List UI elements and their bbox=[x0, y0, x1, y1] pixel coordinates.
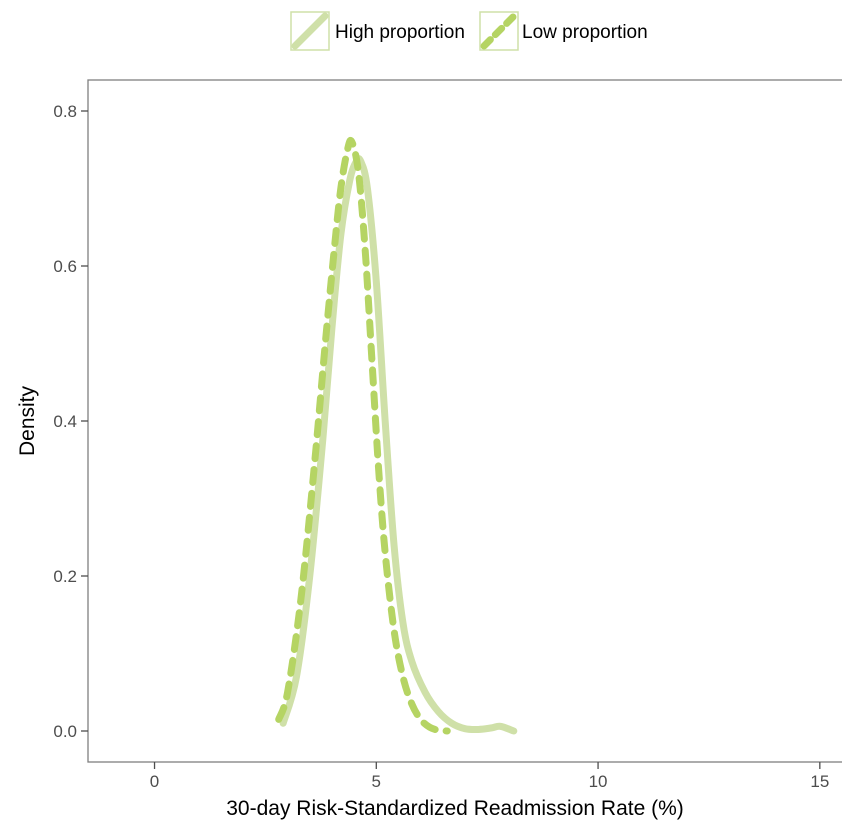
y-tick-label: 0.4 bbox=[53, 412, 77, 431]
x-tick-label: 5 bbox=[372, 772, 381, 791]
legend-key-line bbox=[480, 12, 518, 50]
legend-label: Low proportion bbox=[522, 22, 648, 43]
plot-panel bbox=[87, 79, 842, 763]
y-axis-title: Density bbox=[16, 385, 39, 456]
legend-item-high-proportion: High proportion bbox=[290, 11, 465, 51]
y-tick-label: 0.6 bbox=[53, 257, 77, 276]
y-axis: 0.0 0.2 0.4 0.6 0.8 bbox=[53, 102, 88, 741]
legend-item-low-proportion: Low proportion bbox=[479, 11, 648, 51]
legend-label: High proportion bbox=[335, 22, 465, 43]
x-axis-title: 30-day Risk-Standardized Readmission Rat… bbox=[226, 797, 684, 820]
x-tick-label: 0 bbox=[150, 772, 159, 791]
y-tick-label: 0.2 bbox=[53, 567, 77, 586]
series-line-low-proportion bbox=[275, 136, 451, 735]
y-tick-label: 0.0 bbox=[53, 722, 77, 741]
y-tick-label: 0.8 bbox=[53, 102, 77, 121]
legend: High proportion Low proportion bbox=[290, 11, 648, 51]
series-layer bbox=[275, 136, 518, 735]
x-tick-label: 15 bbox=[810, 772, 829, 791]
series-line-high-proportion bbox=[279, 154, 518, 735]
x-tick-label: 10 bbox=[589, 772, 608, 791]
x-axis: 0 5 10 15 bbox=[150, 762, 829, 791]
legend-key-line bbox=[291, 12, 329, 50]
